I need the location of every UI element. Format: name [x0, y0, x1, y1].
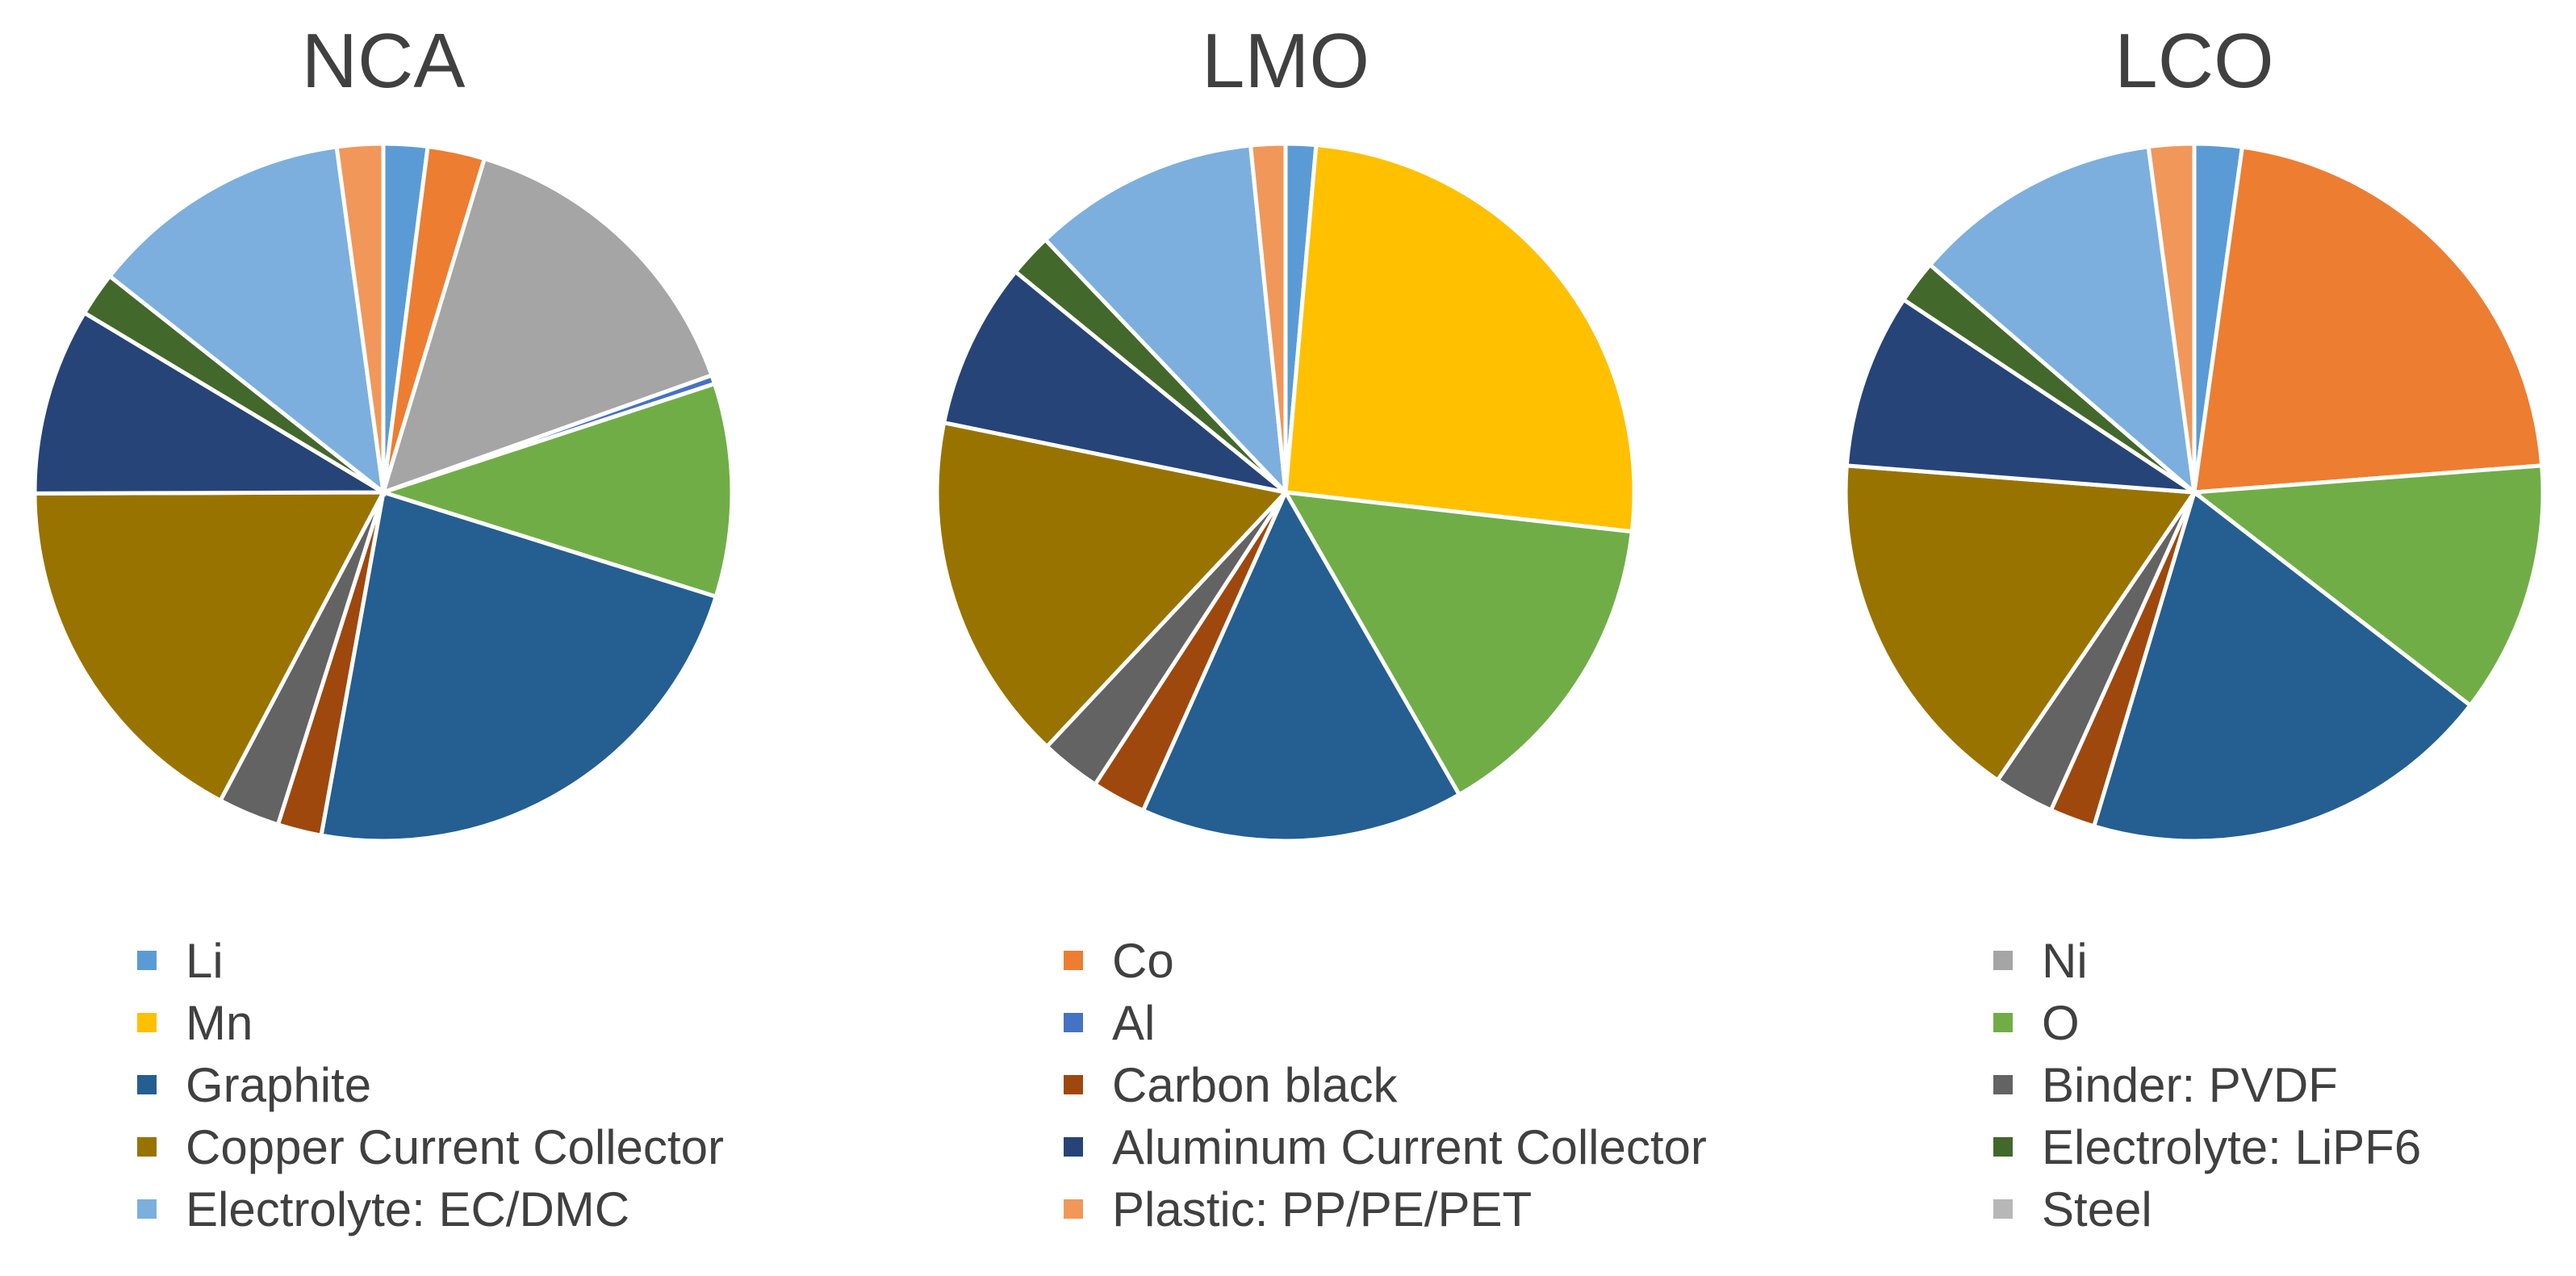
legend-label: Al	[1112, 996, 1155, 1050]
legend-item-al: Al	[1064, 996, 1155, 1050]
legend-item-graphite: Graphite	[137, 1058, 371, 1112]
pie-slice-aluminum-current-collector	[32, 310, 391, 496]
legend-swatch	[137, 1137, 157, 1157]
pie-slice-copper-current-collector	[32, 490, 387, 804]
legend-item-carbon-black: Carbon black	[1064, 1058, 1399, 1112]
legend-label: Electrolyte: EC/DMC	[186, 1182, 629, 1236]
legend-label: Copper Current Collector	[186, 1120, 724, 1174]
legend-label: Co	[1112, 934, 1174, 988]
legend-label: Electrolyte: LiPF6	[2042, 1120, 2421, 1174]
legend-swatch	[1064, 951, 1083, 970]
pie-slice-electrolyte-ec-dmc	[1927, 144, 2198, 498]
pie-slice-copper-current-collector	[1843, 463, 2198, 784]
legend-swatch	[1993, 1075, 2013, 1094]
legend-label: Binder: PVDF	[2042, 1058, 2338, 1112]
legend-item-li: Li	[137, 934, 224, 988]
pie-slice-electrolyte-ec-dmc	[1042, 143, 1289, 499]
pie-slice-co	[2192, 144, 2545, 495]
legend-swatch	[1064, 1199, 1083, 1219]
pie-slice-o	[376, 381, 734, 600]
legend-label: Steel	[2042, 1182, 2152, 1236]
pie-slice-o	[2189, 463, 2545, 709]
pie-slice-electrolyte-ec-dmc	[107, 144, 387, 497]
pie-slice-mn	[1283, 142, 1637, 534]
legend-swatch	[1064, 1137, 1083, 1157]
pie-chart-nca: NCA	[32, 18, 734, 843]
legend-label: Plastic: PP/PE/PET	[1112, 1182, 1532, 1236]
legend-label: Mn	[186, 996, 253, 1050]
pie-slice-graphite	[319, 489, 719, 843]
legend-item-plastic-pp-pe-pet: Plastic: PP/PE/PET	[1064, 1182, 1532, 1236]
legend-swatch	[1064, 1013, 1083, 1032]
pie-slice-graphite	[1140, 487, 1462, 843]
pie-slice-aluminum-current-collector	[941, 269, 1287, 495]
legend-label: Carbon black	[1112, 1058, 1399, 1112]
pie-slice-aluminum-current-collector	[1844, 296, 2202, 496]
legend-swatch	[1993, 1137, 2013, 1157]
legend-item-co: Co	[1064, 934, 1174, 988]
legend-item-electrolyte-lipf6: Electrolyte: LiPF6	[1993, 1120, 2421, 1174]
pie-slice-o	[1282, 489, 1635, 797]
pie-slice-plastic-pp-pe-pet	[1248, 141, 1288, 493]
legend-swatch	[1993, 951, 2013, 970]
pie-slice-copper-current-collector	[935, 420, 1290, 750]
legend-label: Graphite	[186, 1058, 371, 1112]
legend-label: Aluminum Current Collector	[1112, 1120, 1707, 1174]
pie-slice-plastic-pp-pe-pet	[2146, 141, 2197, 493]
legend-item-o: O	[1993, 996, 2080, 1050]
legend-item-aluminum-current-collector: Aluminum Current Collector	[1064, 1120, 1707, 1174]
legend: Li Co Ni Mn Al O Graphite Carbon black Binder: P…	[137, 934, 2421, 1236]
legend-item-steel: Steel	[1993, 1182, 2152, 1236]
chart-title: NCA	[302, 18, 466, 104]
pie-slice-plastic-pp-pe-pet	[334, 141, 386, 493]
pie-chart-lco: LCO	[1843, 18, 2545, 843]
legend-item-copper-current-collector: Copper Current Collector	[137, 1120, 724, 1174]
chart-title: LMO	[1202, 18, 1370, 104]
legend-label: O	[2042, 996, 2080, 1050]
legend-item-mn: Mn	[137, 996, 253, 1050]
legend-swatch	[137, 951, 157, 970]
legend-swatch	[137, 1075, 157, 1094]
legend-swatch	[1064, 1075, 1083, 1094]
legend-swatch	[137, 1199, 157, 1219]
legend-item-ni: Ni	[1993, 934, 2088, 988]
legend-item-electrolyte-ec-dmc: Electrolyte: EC/DMC	[137, 1182, 629, 1236]
pie-slice-graphite	[2091, 488, 2474, 843]
legend-swatch	[137, 1013, 157, 1032]
legend-item-binder-pvdf: Binder: PVDF	[1993, 1058, 2338, 1112]
chart-title: LCO	[2114, 18, 2273, 104]
legend-swatch	[1993, 1199, 2013, 1219]
legend-label: Ni	[2042, 934, 2088, 988]
legend-swatch	[1993, 1013, 2013, 1032]
charts-layer: NCA LMO LCO	[32, 18, 2545, 843]
pie-slice-ni	[380, 156, 715, 496]
legend-label: Li	[186, 934, 224, 988]
pie-chart-lmo: LMO	[935, 18, 1637, 843]
